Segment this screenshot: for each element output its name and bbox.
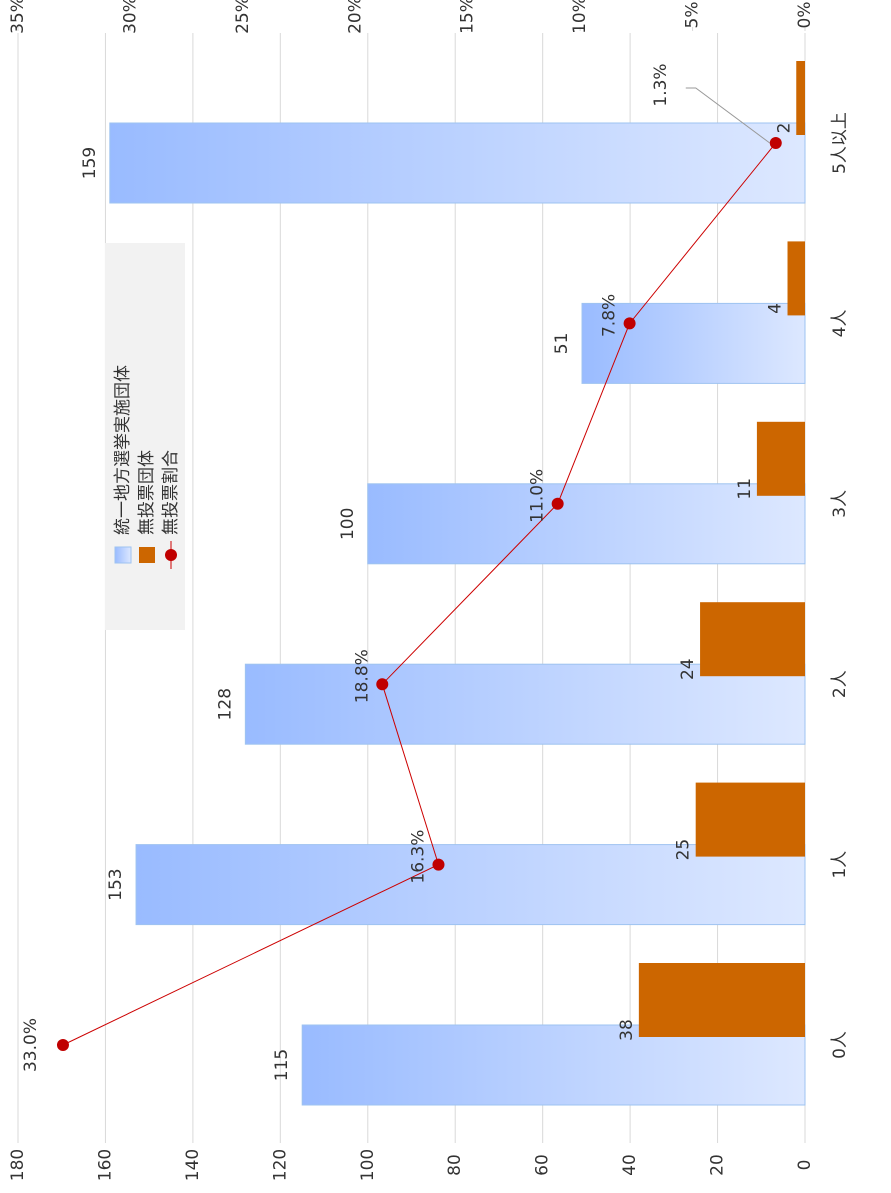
y-tick-label: 180: [8, 1149, 28, 1181]
marker: [769, 137, 782, 149]
bar: [581, 302, 806, 384]
data-label: 16.3%: [408, 830, 428, 884]
data-label: 38: [617, 1019, 637, 1041]
legend-label: 無投票団体: [137, 450, 157, 535]
y2-tick-label: 35%: [8, 0, 28, 34]
y2-tick-label: 20%: [345, 0, 365, 34]
data-label: 51: [552, 333, 572, 355]
data-label: 115: [272, 1049, 292, 1081]
x-tick-label: 1人: [830, 851, 850, 879]
x-tick-label: 3人: [830, 490, 850, 518]
bar: [135, 844, 806, 926]
marker: [376, 678, 389, 691]
bar: [367, 483, 806, 565]
bar: [796, 61, 805, 135]
y2-tick-label: 5%: [683, 2, 703, 29]
bar: [638, 963, 805, 1037]
bar: [695, 782, 806, 857]
x-tick-label: 2人: [830, 670, 850, 698]
data-label: 24: [678, 658, 698, 680]
data-label: 18.8%: [352, 649, 372, 703]
y-tick-label: 60: [533, 1154, 553, 1176]
data-label: 1.3%: [651, 63, 671, 106]
y-tick-label: 160: [95, 1149, 115, 1181]
data-label: 128: [215, 688, 235, 720]
y-tick-label: 0: [795, 1160, 815, 1171]
y-tick-label: 140: [183, 1149, 203, 1181]
line: [62, 142, 777, 1046]
y2-tick-label: 0%: [795, 2, 815, 29]
y2-tick-label: 10%: [570, 0, 590, 34]
x-tick-label: 5人以上: [830, 112, 850, 174]
legend: 統一地方選挙実施団体 無投票団体 無投票割合: [105, 243, 185, 630]
marker: [551, 497, 564, 510]
x-tick-label: 4人: [830, 309, 850, 337]
bar: [301, 1024, 806, 1106]
bar: [109, 122, 806, 204]
data-label: 2: [774, 123, 794, 134]
legend-box: [105, 243, 185, 630]
data-label: 4: [766, 303, 786, 314]
legend-label: 無投票割合: [161, 450, 181, 535]
data-label: 11.0%: [528, 469, 548, 523]
y-tick-label: 40: [620, 1154, 640, 1176]
marker: [623, 317, 636, 330]
bar: [700, 602, 805, 677]
data-label: 11: [735, 478, 755, 500]
data-label: 25: [674, 839, 694, 861]
bar: [787, 241, 805, 316]
data-label: 100: [338, 508, 358, 540]
y2-tick-label: 15%: [458, 0, 478, 34]
data-label: 153: [106, 868, 126, 900]
y2-tick-label: 30%: [120, 0, 140, 34]
y-tick-label: 80: [445, 1154, 465, 1176]
x-tick-label: 0人: [830, 1031, 850, 1059]
legend-swatch: [139, 547, 155, 563]
bar: [756, 421, 806, 496]
data-label: 33.0%: [21, 1018, 41, 1072]
leader: [685, 87, 771, 144]
y2-tick-label: 25%: [233, 0, 253, 34]
marker: [56, 1039, 69, 1051]
y-tick-label: 120: [270, 1149, 290, 1181]
marker: [432, 858, 445, 871]
data-label: 7.8%: [600, 294, 620, 337]
legend-swatch: [165, 549, 177, 561]
legend-swatch: [114, 546, 132, 564]
data-label: 159: [80, 147, 100, 179]
y-tick-label: 100: [358, 1149, 378, 1181]
legend-label: 統一地方選挙実施団体: [113, 365, 133, 535]
y-tick-label: 20: [708, 1154, 728, 1176]
plot: 0 20 40 60 80 100 120 140 160 180 0% 5% 10% 15% 20% 25%…: [8, 0, 850, 1181]
